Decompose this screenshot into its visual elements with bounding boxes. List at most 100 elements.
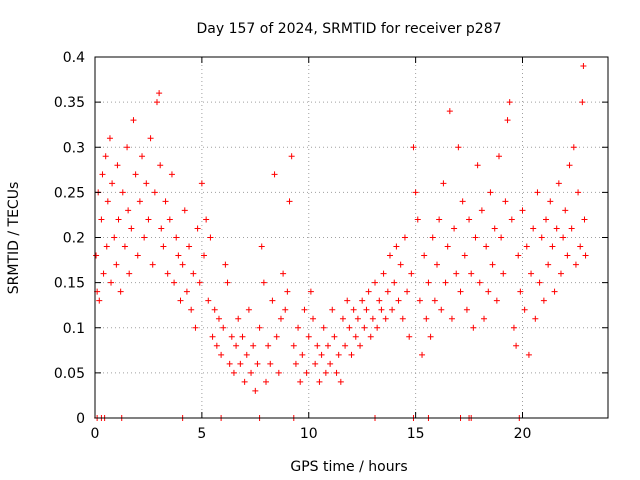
data-point xyxy=(177,297,184,304)
data-point xyxy=(386,252,393,259)
data-point xyxy=(438,306,445,313)
data-point xyxy=(179,261,186,268)
x-tick-label: 5 xyxy=(197,426,206,442)
data-points xyxy=(93,63,589,421)
data-point xyxy=(457,288,464,295)
data-point xyxy=(318,351,325,358)
data-point xyxy=(99,171,106,178)
data-point xyxy=(173,234,180,241)
data-point xyxy=(207,234,214,241)
data-point xyxy=(393,243,400,250)
data-point xyxy=(222,261,229,268)
data-point xyxy=(461,252,468,259)
data-point xyxy=(301,306,308,313)
data-point xyxy=(376,297,383,304)
data-point xyxy=(147,135,154,142)
data-point xyxy=(280,270,287,277)
data-point xyxy=(504,117,511,124)
data-point xyxy=(277,315,284,322)
data-point xyxy=(322,369,329,376)
data-point xyxy=(553,225,560,232)
data-point xyxy=(258,243,265,250)
grid-layer xyxy=(95,57,608,418)
data-point xyxy=(453,270,460,277)
data-point xyxy=(532,315,539,322)
data-point xyxy=(103,243,110,250)
data-point xyxy=(145,216,152,223)
data-point xyxy=(254,360,261,367)
data-point xyxy=(198,180,205,187)
data-point xyxy=(250,342,257,349)
data-point xyxy=(410,144,417,151)
data-point xyxy=(510,324,517,331)
data-point xyxy=(156,90,163,97)
data-point xyxy=(303,369,310,376)
y-tick-label: 0.4 xyxy=(63,50,85,66)
data-point xyxy=(389,306,396,313)
data-point xyxy=(181,207,188,214)
data-point xyxy=(427,333,434,340)
data-point xyxy=(111,234,118,241)
data-point xyxy=(273,333,280,340)
data-point xyxy=(367,333,374,340)
data-point xyxy=(331,333,338,340)
data-point xyxy=(436,216,443,223)
data-point xyxy=(361,324,368,331)
x-tick-label: 15 xyxy=(407,426,425,442)
data-point xyxy=(579,99,586,106)
data-point xyxy=(508,216,515,223)
data-point xyxy=(444,243,451,250)
data-point xyxy=(446,108,453,115)
data-point xyxy=(423,315,430,322)
data-point xyxy=(226,360,233,367)
data-point xyxy=(425,279,432,286)
data-point xyxy=(536,279,543,286)
data-point xyxy=(168,171,175,178)
data-point xyxy=(149,261,156,268)
data-point xyxy=(521,306,528,313)
data-point xyxy=(324,342,331,349)
data-point xyxy=(108,279,115,286)
data-point xyxy=(307,288,314,295)
data-point xyxy=(215,315,222,322)
data-point xyxy=(158,225,165,232)
data-point xyxy=(421,252,428,259)
data-point xyxy=(572,261,579,268)
data-point xyxy=(186,243,193,250)
data-point xyxy=(305,333,312,340)
data-point xyxy=(102,153,109,160)
data-point xyxy=(525,351,532,358)
data-point xyxy=(136,198,143,205)
data-point xyxy=(265,342,272,349)
data-point xyxy=(468,270,475,277)
data-point xyxy=(243,351,250,358)
data-point xyxy=(314,342,321,349)
data-point xyxy=(337,378,344,385)
data-point xyxy=(481,315,488,322)
data-point xyxy=(534,189,541,196)
data-point xyxy=(502,198,509,205)
data-point xyxy=(342,342,349,349)
x-tick-label: 10 xyxy=(300,426,318,442)
data-point xyxy=(523,243,530,250)
data-point xyxy=(183,288,190,295)
data-point xyxy=(192,324,199,331)
data-point xyxy=(350,306,357,313)
data-point xyxy=(455,144,462,151)
data-point xyxy=(130,117,137,124)
data-point xyxy=(139,153,146,160)
data-point xyxy=(121,243,128,250)
data-point xyxy=(354,315,361,322)
y-axis-label: SRMTID / TECUs xyxy=(6,182,22,295)
data-point xyxy=(288,153,295,160)
data-point xyxy=(203,216,210,223)
data-point xyxy=(124,144,131,151)
data-point xyxy=(267,360,274,367)
data-point xyxy=(98,216,105,223)
y-tick-label: 0.15 xyxy=(54,276,85,292)
data-point xyxy=(201,252,208,259)
data-point xyxy=(365,288,372,295)
data-point xyxy=(557,270,564,277)
plot-frame xyxy=(94,56,609,419)
